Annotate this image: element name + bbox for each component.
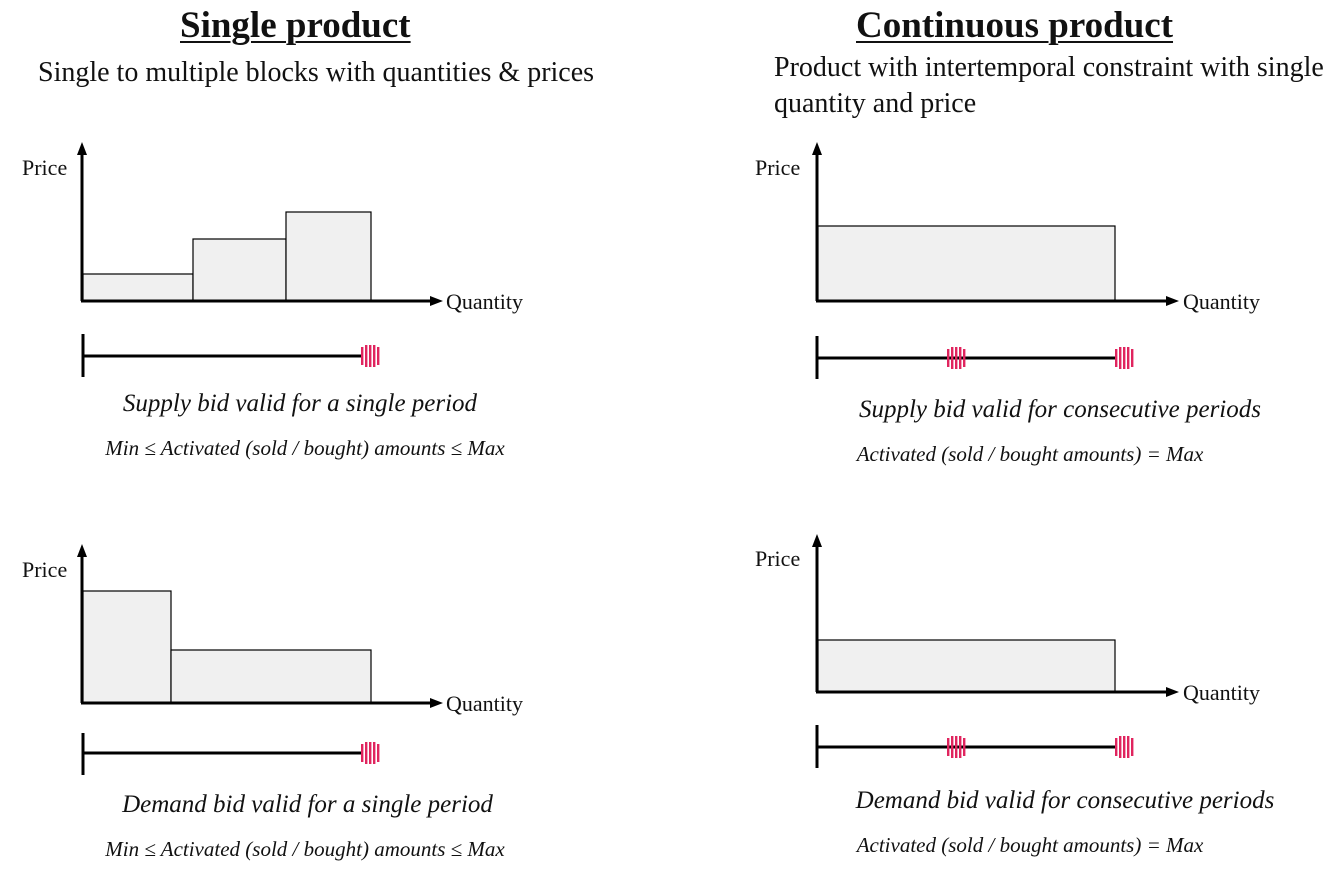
left-supply-y-label: Price: [22, 155, 68, 180]
left-demand-y-label: Price: [22, 557, 68, 582]
right-demand-formula: Activated (sold / bought amounts) = Max: [856, 833, 1204, 857]
x-axis-arrow: [1166, 687, 1179, 697]
left-demand-formula: Min ≤ Activated (sold / bought) amounts …: [105, 837, 505, 861]
right-description: Product with intertemporal constraint wi…: [774, 52, 1324, 119]
x-axis-arrow: [1166, 296, 1179, 306]
right-supply-formula: Activated (sold / bought amounts) = Max: [856, 442, 1204, 466]
right-supply-y-label: Price: [755, 155, 801, 180]
right-supply-timeline: [815, 336, 1134, 379]
right-demand-timeline: [815, 725, 1134, 768]
right-demand-y-label: Price: [755, 546, 801, 571]
left-supply-x-label: Quantity: [446, 289, 523, 314]
left-supply-timeline: [81, 334, 380, 377]
left-demand-caption: Demand bid valid for a single period: [122, 791, 493, 818]
demand-block-1: [82, 590, 172, 704]
y-axis-arrow: [812, 142, 822, 155]
right-supply-caption: Supply bid valid for consecutive periods: [858, 396, 1261, 423]
y-axis-arrow: [77, 142, 87, 155]
left-supply-formula: Min ≤ Activated (sold / bought) amounts …: [105, 436, 505, 460]
left-demand-chart: [77, 544, 443, 708]
right-supply-x-label: Quantity: [1183, 289, 1260, 314]
right-heading: Continuous product: [856, 5, 1174, 46]
left-description: Single to multiple blocks with quantitie…: [38, 57, 595, 88]
supply-block-2: [192, 238, 287, 302]
left-demand-timeline: [81, 733, 380, 775]
y-axis-arrow: [812, 534, 822, 547]
right-demand-chart: [812, 534, 1179, 697]
left-supply-chart: [77, 142, 443, 306]
period-marker: [361, 345, 380, 367]
y-axis-arrow: [77, 544, 87, 557]
x-axis-arrow: [430, 698, 443, 708]
supply-block-1: [82, 273, 194, 302]
continuous-block: [817, 639, 1116, 693]
supply-block-3: [285, 211, 372, 302]
right-demand-caption: Demand bid valid for consecutive periods: [855, 787, 1275, 814]
continuous-block: [817, 225, 1116, 302]
period-marker: [1115, 736, 1134, 758]
period-marker: [1115, 347, 1134, 369]
left-demand-x-label: Quantity: [446, 691, 523, 716]
right-supply-chart: [812, 142, 1179, 306]
x-axis-arrow: [430, 296, 443, 306]
left-supply-caption: Supply bid valid for a single period: [122, 390, 478, 417]
demand-block-2: [170, 649, 372, 704]
period-marker: [361, 742, 380, 764]
right-demand-x-label: Quantity: [1183, 680, 1260, 705]
left-heading: Single product: [180, 5, 411, 46]
